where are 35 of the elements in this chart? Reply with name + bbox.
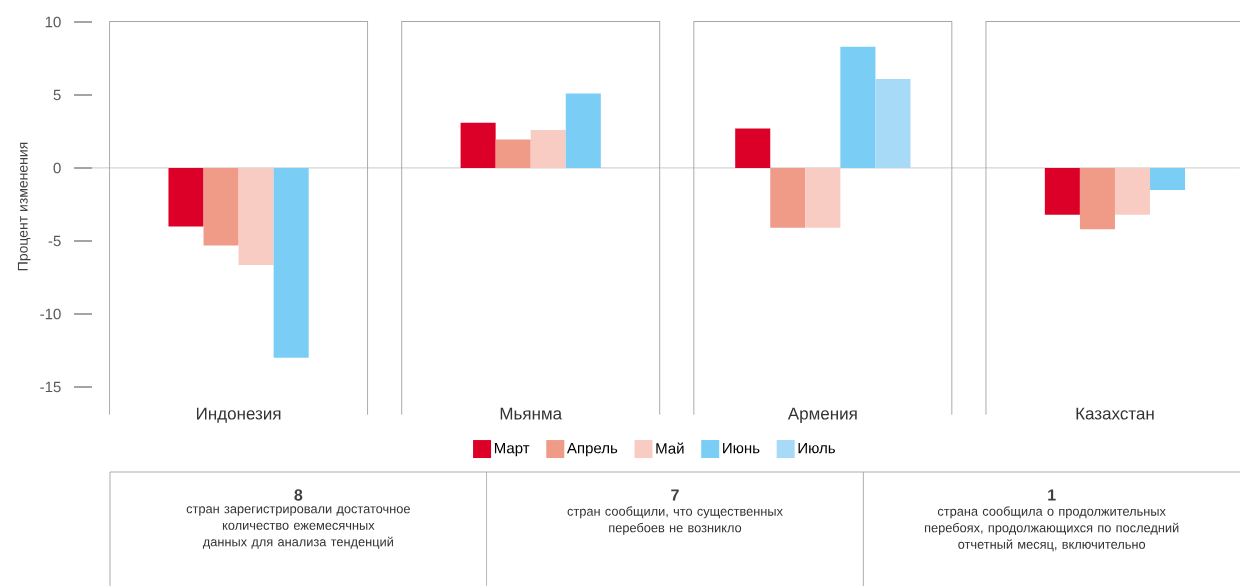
- x-tick-label: Армения: [787, 407, 857, 423]
- bar: [1044, 168, 1080, 215]
- legend-label: Апрель: [566, 442, 618, 457]
- text: 1: [1048, 489, 1056, 501]
- y-tick-label: -10: [40, 308, 61, 320]
- legend-label: Март: [494, 442, 530, 457]
- text: страна сообщила о продолжительных перебоях, продолжающихся по последний отчетный месяц, включительно: [924, 506, 1179, 552]
- x-tick-label: Индонезия: [197, 407, 281, 423]
- x-tick-label: Мьянма: [500, 407, 563, 420]
- text: 7: [671, 489, 679, 501]
- bar: [530, 130, 566, 168]
- y-tick-label: 0: [53, 162, 61, 174]
- y-axis-title: Процент изменения: [17, 142, 31, 271]
- bar: [203, 168, 239, 246]
- bar: [273, 168, 309, 358]
- bar: [495, 139, 531, 168]
- y-tick-label: -15: [40, 381, 61, 393]
- bar: [168, 168, 204, 227]
- bar: [460, 122, 496, 168]
- bar: [1079, 168, 1115, 230]
- bar: [875, 78, 911, 168]
- x-tick-label: Казахстан: [1076, 407, 1154, 420]
- text: стран сообщили, что существенных перебоев не возникло: [567, 506, 783, 535]
- text: стран зарегистрировали достаточное количество ежемесячных данных для анализа тенденций: [186, 506, 410, 549]
- legend-label: Июль: [798, 442, 835, 454]
- y-tick-label: 10: [45, 16, 61, 28]
- bar: [238, 168, 274, 266]
- bar: [1150, 168, 1186, 190]
- bar: [1114, 168, 1151, 215]
- legend-label: Июнь: [723, 442, 760, 454]
- y-tick-label: 5: [53, 89, 61, 101]
- y-tick-label: -5: [48, 235, 61, 247]
- text: 8: [294, 489, 303, 501]
- bar: [565, 93, 601, 168]
- legend-label: Май: [656, 442, 684, 454]
